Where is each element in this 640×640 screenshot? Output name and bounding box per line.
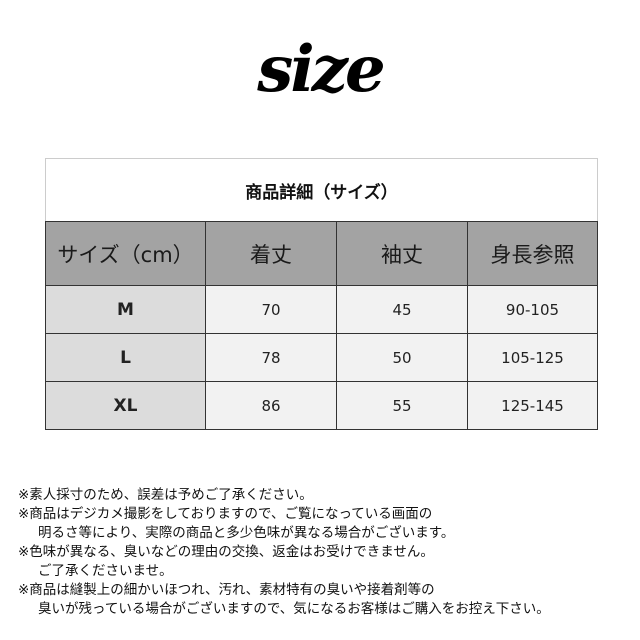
header-height: 身長参照	[467, 221, 598, 286]
cell-size: L	[45, 333, 206, 382]
cell-length: 78	[205, 333, 337, 382]
cell-length: 70	[205, 285, 337, 334]
table-title-row: 商品詳細（サイズ）	[45, 158, 598, 222]
size-logo: size	[257, 32, 385, 107]
note-line: ※商品はデジカメ撮影をしておりますので、ご覧になっている画面の	[18, 506, 433, 522]
table-header-row: サイズ（cm） 着丈 袖丈 身長参照	[45, 221, 598, 286]
header-sleeve: 袖丈	[336, 221, 468, 286]
cell-length: 86	[205, 381, 337, 430]
size-table: 商品詳細（サイズ） サイズ（cm） 着丈 袖丈 身長参照 M 70 45 90-…	[45, 158, 598, 430]
notes: ※素人採寸のため、誤差は予めご了承ください。 ※商品はデジカメ撮影をしております…	[18, 486, 550, 619]
table-title: 商品詳細（サイズ）	[45, 158, 598, 222]
cell-sleeve: 55	[336, 381, 468, 430]
cell-size: M	[45, 285, 206, 334]
note-line: 臭いが残っている場合がございますので、気になるお客様はご購入をお控え下さい。	[38, 601, 550, 617]
cell-sleeve: 50	[336, 333, 468, 382]
cell-height: 105-125	[467, 333, 598, 382]
note-line: ※素人採寸のため、誤差は予めご了承ください。	[18, 487, 313, 503]
header-length: 着丈	[205, 221, 337, 286]
cell-height: 125-145	[467, 381, 598, 430]
note-line: 明るさ等により、実際の商品と多少色味が異なる場合がございます。	[38, 525, 455, 541]
note-line: ※商品は縫製上の細かいほつれ、汚れ、素材特有の臭いや接着剤等の	[18, 582, 435, 598]
table-row: L 78 50 105-125	[45, 333, 598, 382]
cell-sleeve: 45	[336, 285, 468, 334]
table-row: M 70 45 90-105	[45, 285, 598, 334]
note-line: ※色味が異なる、臭いなどの理由の交換、返金はお受けできません。	[18, 544, 434, 560]
table-row: XL 86 55 125-145	[45, 381, 598, 430]
header-size: サイズ（cm）	[45, 221, 206, 286]
cell-size: XL	[45, 381, 206, 430]
cell-height: 90-105	[467, 285, 598, 334]
note-line: ご了承くださいませ。	[38, 563, 173, 579]
